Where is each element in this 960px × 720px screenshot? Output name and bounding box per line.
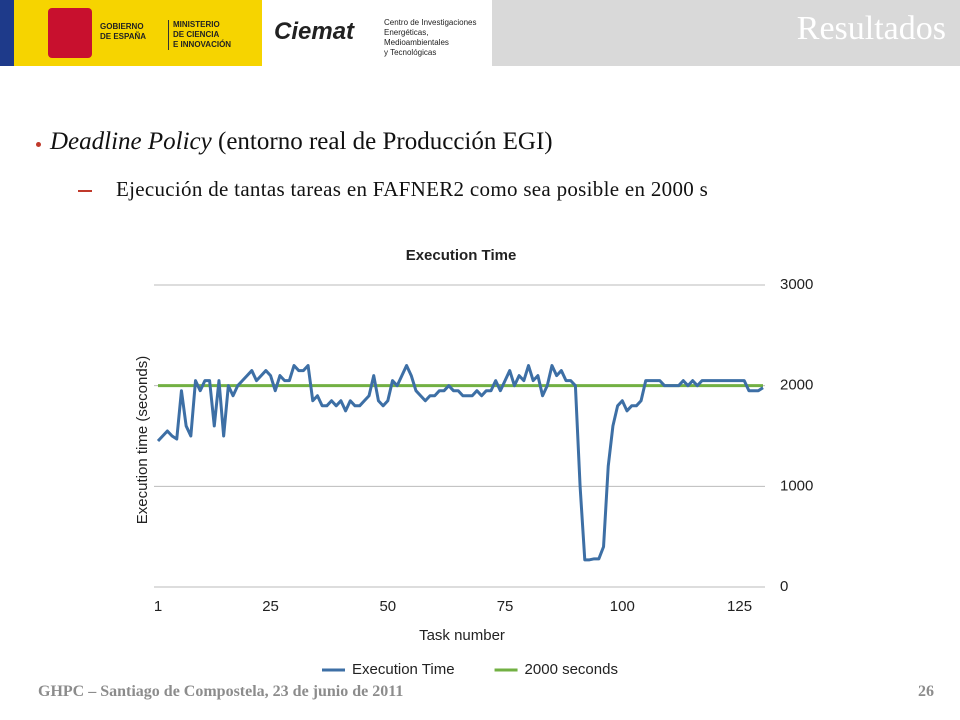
bullet-italic: Deadline Policy [50, 128, 212, 155]
y-tick-label: 3000 [780, 276, 813, 293]
legend-label: 2000 seconds [525, 661, 618, 678]
bullet: Deadline Policy (entorno real de Producc… [36, 128, 553, 156]
ciemat-line: Centro de Investigaciones [384, 18, 477, 27]
y-tick-label: 2000 [780, 377, 813, 394]
ciemat-line: y Tecnológicas [384, 48, 437, 57]
x-tick-label: 50 [379, 598, 396, 615]
gov-text: GOBIERNO DE ESPAÑA [100, 22, 146, 42]
sub-bullet: Ejecución de tantas tareas en FAFNER2 co… [78, 174, 916, 204]
min-line: E INNOVACIÓN [173, 40, 232, 49]
coat-of-arms [48, 8, 92, 58]
bullet-text: (entorno real de Producción EGI) [211, 128, 553, 155]
y-axis-label: Execution time (seconds) [134, 356, 151, 524]
x-tick-label: 75 [497, 598, 514, 615]
slide-title: Resultados [796, 10, 946, 47]
legend-label: Execution Time [352, 661, 455, 678]
series-line [156, 364, 764, 562]
ciemat-name: Ciemat [274, 18, 355, 45]
x-tick-label: 1 [154, 598, 162, 615]
min-line: MINISTERIO [173, 20, 220, 29]
y-tick-label: 0 [780, 578, 788, 595]
min-text: MINISTERIO DE CIENCIA E INNOVACIÓN [168, 20, 231, 50]
gov-line: GOBIERNO [100, 22, 144, 31]
gov-logo: GOBIERNO DE ESPAÑA MINISTERIO DE CIENCIA E … [0, 0, 262, 66]
footer-text: GHPC – Santiago de Compostela, 23 de jun… [38, 683, 404, 700]
ciemat-line: Energéticas, Medioambientales [384, 28, 449, 47]
flag-strip [0, 0, 14, 66]
page-number: 26 [918, 683, 934, 700]
x-tick-label: 25 [262, 598, 279, 615]
y-tick-label: 1000 [780, 477, 813, 494]
x-tick-label: 125 [727, 598, 752, 615]
x-axis-label: Task number [419, 627, 505, 644]
ciemat-logo: Ciemat Centro de Investigaciones Energéti… [262, 0, 492, 66]
min-line: DE CIENCIA [173, 30, 220, 39]
ciemat-text: Centro de Investigaciones Energéticas, Me… [384, 18, 492, 58]
x-tick-label: 100 [610, 598, 635, 615]
chart-title: Execution Time [406, 247, 517, 264]
gov-line: DE ESPAÑA [100, 32, 147, 41]
